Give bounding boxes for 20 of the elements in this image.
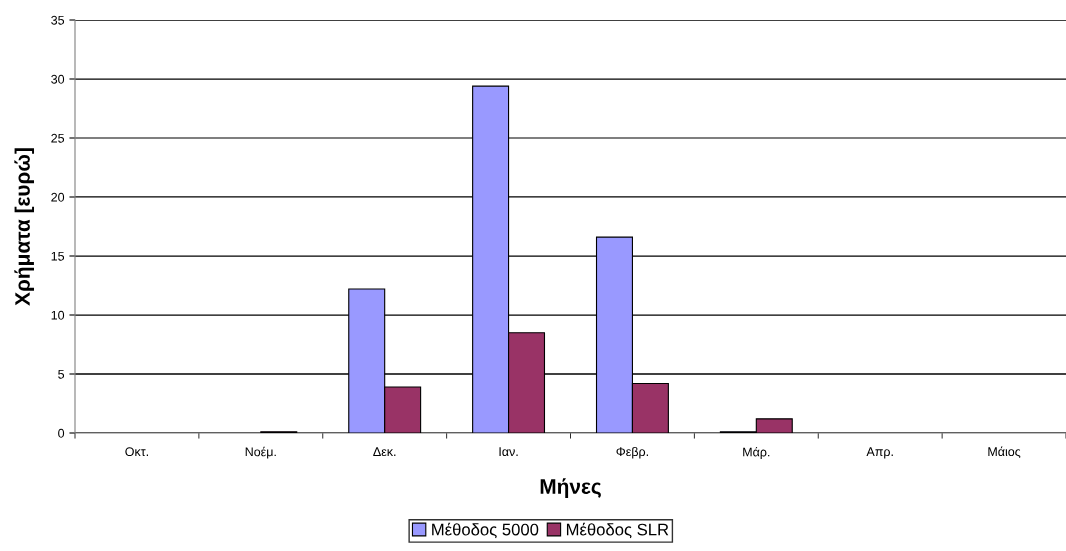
y-tick-label: 35 (51, 15, 65, 25)
x-tick-label: Φεβρ. (616, 446, 648, 459)
y-tick-label: 20 (51, 192, 65, 202)
x-tick-label: Οκτ. (125, 447, 148, 457)
legend-label: Μέθοδος SLR (566, 522, 669, 539)
y-tick-label: 15 (51, 251, 65, 261)
x-axis-title: Μήνες (540, 478, 601, 498)
y-tick-label: 30 (51, 74, 65, 84)
x-tick-label: Ιαν. (499, 447, 518, 457)
x-tick-label: Δεκ. (373, 447, 396, 457)
x-tick-label: Μάιος (988, 446, 1021, 459)
y-axis-title: Χρήματα [ευρώ] (14, 148, 35, 306)
legend-label: Μέθοδος 5000 (432, 522, 539, 539)
y-tick-label: 5 (58, 369, 65, 379)
y-tick-label: 0 (58, 428, 65, 438)
y-tick-label: 10 (51, 310, 65, 320)
x-tick-label: Μάρ. (743, 446, 770, 459)
x-tick-label: Απρ. (866, 447, 893, 459)
y-tick-label: 25 (51, 133, 65, 143)
x-tick-label: Νοέμ. (245, 446, 276, 459)
